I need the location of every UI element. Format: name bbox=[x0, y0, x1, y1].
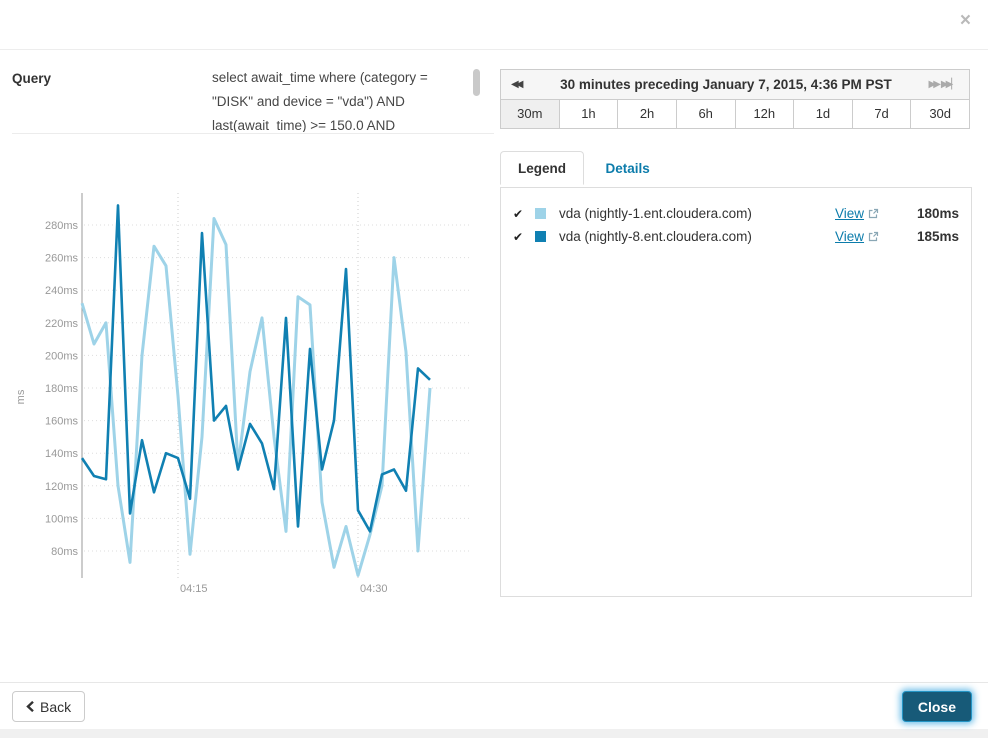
range-button-30m[interactable]: 30m bbox=[501, 100, 559, 128]
svg-text:140ms: 140ms bbox=[45, 448, 79, 460]
svg-text:200ms: 200ms bbox=[45, 350, 79, 362]
time-range-header: ◀◀ 30 minutes preceding January 7, 2015,… bbox=[500, 69, 970, 100]
range-button-1d[interactable]: 1d bbox=[793, 100, 852, 128]
time-range-title: 30 minutes preceding January 7, 2015, 4:… bbox=[560, 77, 892, 92]
svg-text:04:15: 04:15 bbox=[180, 583, 208, 595]
query-label: Query bbox=[12, 71, 52, 86]
range-button-30d[interactable]: 30d bbox=[910, 100, 969, 128]
range-button-12h[interactable]: 12h bbox=[734, 100, 794, 128]
forward-icon[interactable]: ▶▶ bbox=[928, 79, 941, 90]
series-line-0 bbox=[80, 217, 432, 577]
tab-legend[interactable]: Legend bbox=[500, 151, 585, 185]
range-button-7d[interactable]: 7d bbox=[851, 100, 911, 128]
series-label: vda (nightly-8.ent.cloudera.com) bbox=[559, 229, 752, 244]
svg-text:240ms: 240ms bbox=[45, 285, 79, 297]
time-range-selector: ◀◀ 30 minutes preceding January 7, 2015,… bbox=[500, 69, 970, 129]
view-link[interactable]: View bbox=[835, 229, 865, 244]
time-range-buttons: 30m 1h 2h 6h 12h 1d 7d 30d bbox=[500, 100, 970, 129]
query-box[interactable]: select await_time where (category = "DIS… bbox=[212, 66, 480, 132]
svg-text:260ms: 260ms bbox=[45, 253, 79, 265]
awaittime-chart[interactable]: 80ms 100ms 120ms 140ms 160ms 180ms 200ms 220ms 2… bbox=[10, 185, 480, 605]
skip-to-now-bar: ▏ bbox=[951, 79, 959, 90]
range-button-2h[interactable]: 2h bbox=[617, 100, 676, 128]
legend-row: ✔ vda (nightly-1.ent.cloudera.com) View … bbox=[513, 202, 959, 225]
range-button-1h[interactable]: 1h bbox=[558, 100, 618, 128]
close-icon[interactable]: × bbox=[959, 10, 971, 31]
series-current-value: 185ms bbox=[916, 229, 959, 244]
chevron-left-icon bbox=[26, 701, 34, 712]
back-button-label: Back bbox=[40, 698, 72, 715]
series-label: vda (nightly-1.ent.cloudera.com) bbox=[559, 206, 752, 221]
modal-header: × bbox=[0, 0, 988, 50]
svg-text:04:30: 04:30 bbox=[360, 583, 388, 595]
svg-text:280ms: 280ms bbox=[45, 220, 79, 232]
series-current-value: 180ms bbox=[916, 206, 959, 221]
modal-footer: Back Close bbox=[0, 682, 988, 729]
series-color-swatch bbox=[535, 208, 546, 219]
svg-text:160ms: 160ms bbox=[45, 416, 79, 428]
range-button-6h[interactable]: 6h bbox=[675, 100, 735, 128]
query-scrollbar[interactable] bbox=[473, 69, 480, 96]
view-link[interactable]: View bbox=[835, 206, 865, 221]
skip-to-now-icon[interactable]: ▶▶ bbox=[940, 79, 953, 90]
checkmark-icon[interactable]: ✔ bbox=[513, 229, 524, 244]
panel-tabs: Legend Details bbox=[500, 150, 972, 187]
svg-text:100ms: 100ms bbox=[45, 513, 79, 525]
checkmark-icon[interactable]: ✔ bbox=[513, 206, 524, 221]
svg-text:ms: ms bbox=[15, 389, 27, 404]
legend-panel-body: ✔ vda (nightly-1.ent.cloudera.com) View … bbox=[500, 187, 972, 597]
svg-text:120ms: 120ms bbox=[45, 481, 79, 493]
svg-text:80ms: 80ms bbox=[51, 546, 78, 558]
svg-text:220ms: 220ms bbox=[45, 318, 79, 330]
tab-details[interactable]: Details bbox=[605, 161, 650, 176]
series-color-swatch bbox=[535, 231, 546, 242]
external-link-icon bbox=[868, 231, 879, 242]
query-row: Query select await_time where (category … bbox=[12, 50, 494, 134]
back-button[interactable]: Back bbox=[12, 691, 86, 722]
rewind-icon[interactable]: ◀◀ bbox=[511, 79, 523, 90]
series-line-1 bbox=[80, 204, 431, 533]
legend-row: ✔ vda (nightly-8.ent.cloudera.com) View … bbox=[513, 225, 959, 248]
external-link-icon bbox=[868, 208, 879, 219]
legend-details-panel: Legend Details ✔ vda (nightly-1.ent.clou… bbox=[500, 150, 972, 597]
close-button[interactable]: Close bbox=[901, 691, 972, 722]
svg-text:180ms: 180ms bbox=[45, 383, 79, 395]
query-text: select await_time where (category = "DIS… bbox=[212, 70, 428, 132]
